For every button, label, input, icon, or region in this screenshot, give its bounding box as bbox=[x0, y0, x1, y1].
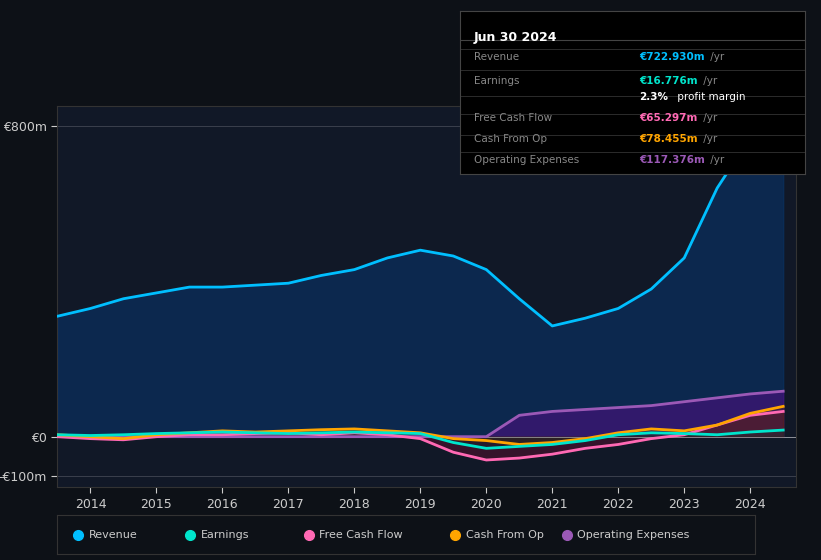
Text: Earnings: Earnings bbox=[474, 76, 519, 86]
Text: /yr: /yr bbox=[699, 134, 717, 144]
Text: /yr: /yr bbox=[708, 156, 725, 166]
Text: /yr: /yr bbox=[699, 76, 717, 86]
Text: €78.455m: €78.455m bbox=[639, 134, 698, 144]
Text: €722.930m: €722.930m bbox=[639, 52, 704, 62]
Text: €117.376m: €117.376m bbox=[639, 156, 705, 166]
Text: Revenue: Revenue bbox=[474, 52, 519, 62]
Text: 2.3%: 2.3% bbox=[639, 92, 668, 102]
Text: Revenue: Revenue bbox=[89, 530, 138, 540]
Text: Free Cash Flow: Free Cash Flow bbox=[474, 113, 552, 123]
Text: profit margin: profit margin bbox=[673, 92, 745, 102]
Text: Operating Expenses: Operating Expenses bbox=[577, 530, 690, 540]
Text: /yr: /yr bbox=[708, 52, 725, 62]
Text: Jun 30 2024: Jun 30 2024 bbox=[474, 31, 557, 44]
Text: Cash From Op: Cash From Op bbox=[474, 134, 547, 144]
Text: €16.776m: €16.776m bbox=[639, 76, 698, 86]
Text: /yr: /yr bbox=[699, 113, 717, 123]
Text: €65.297m: €65.297m bbox=[639, 113, 698, 123]
Text: Free Cash Flow: Free Cash Flow bbox=[319, 530, 403, 540]
Text: Earnings: Earnings bbox=[200, 530, 249, 540]
Text: Operating Expenses: Operating Expenses bbox=[474, 156, 579, 166]
Text: Cash From Op: Cash From Op bbox=[466, 530, 544, 540]
